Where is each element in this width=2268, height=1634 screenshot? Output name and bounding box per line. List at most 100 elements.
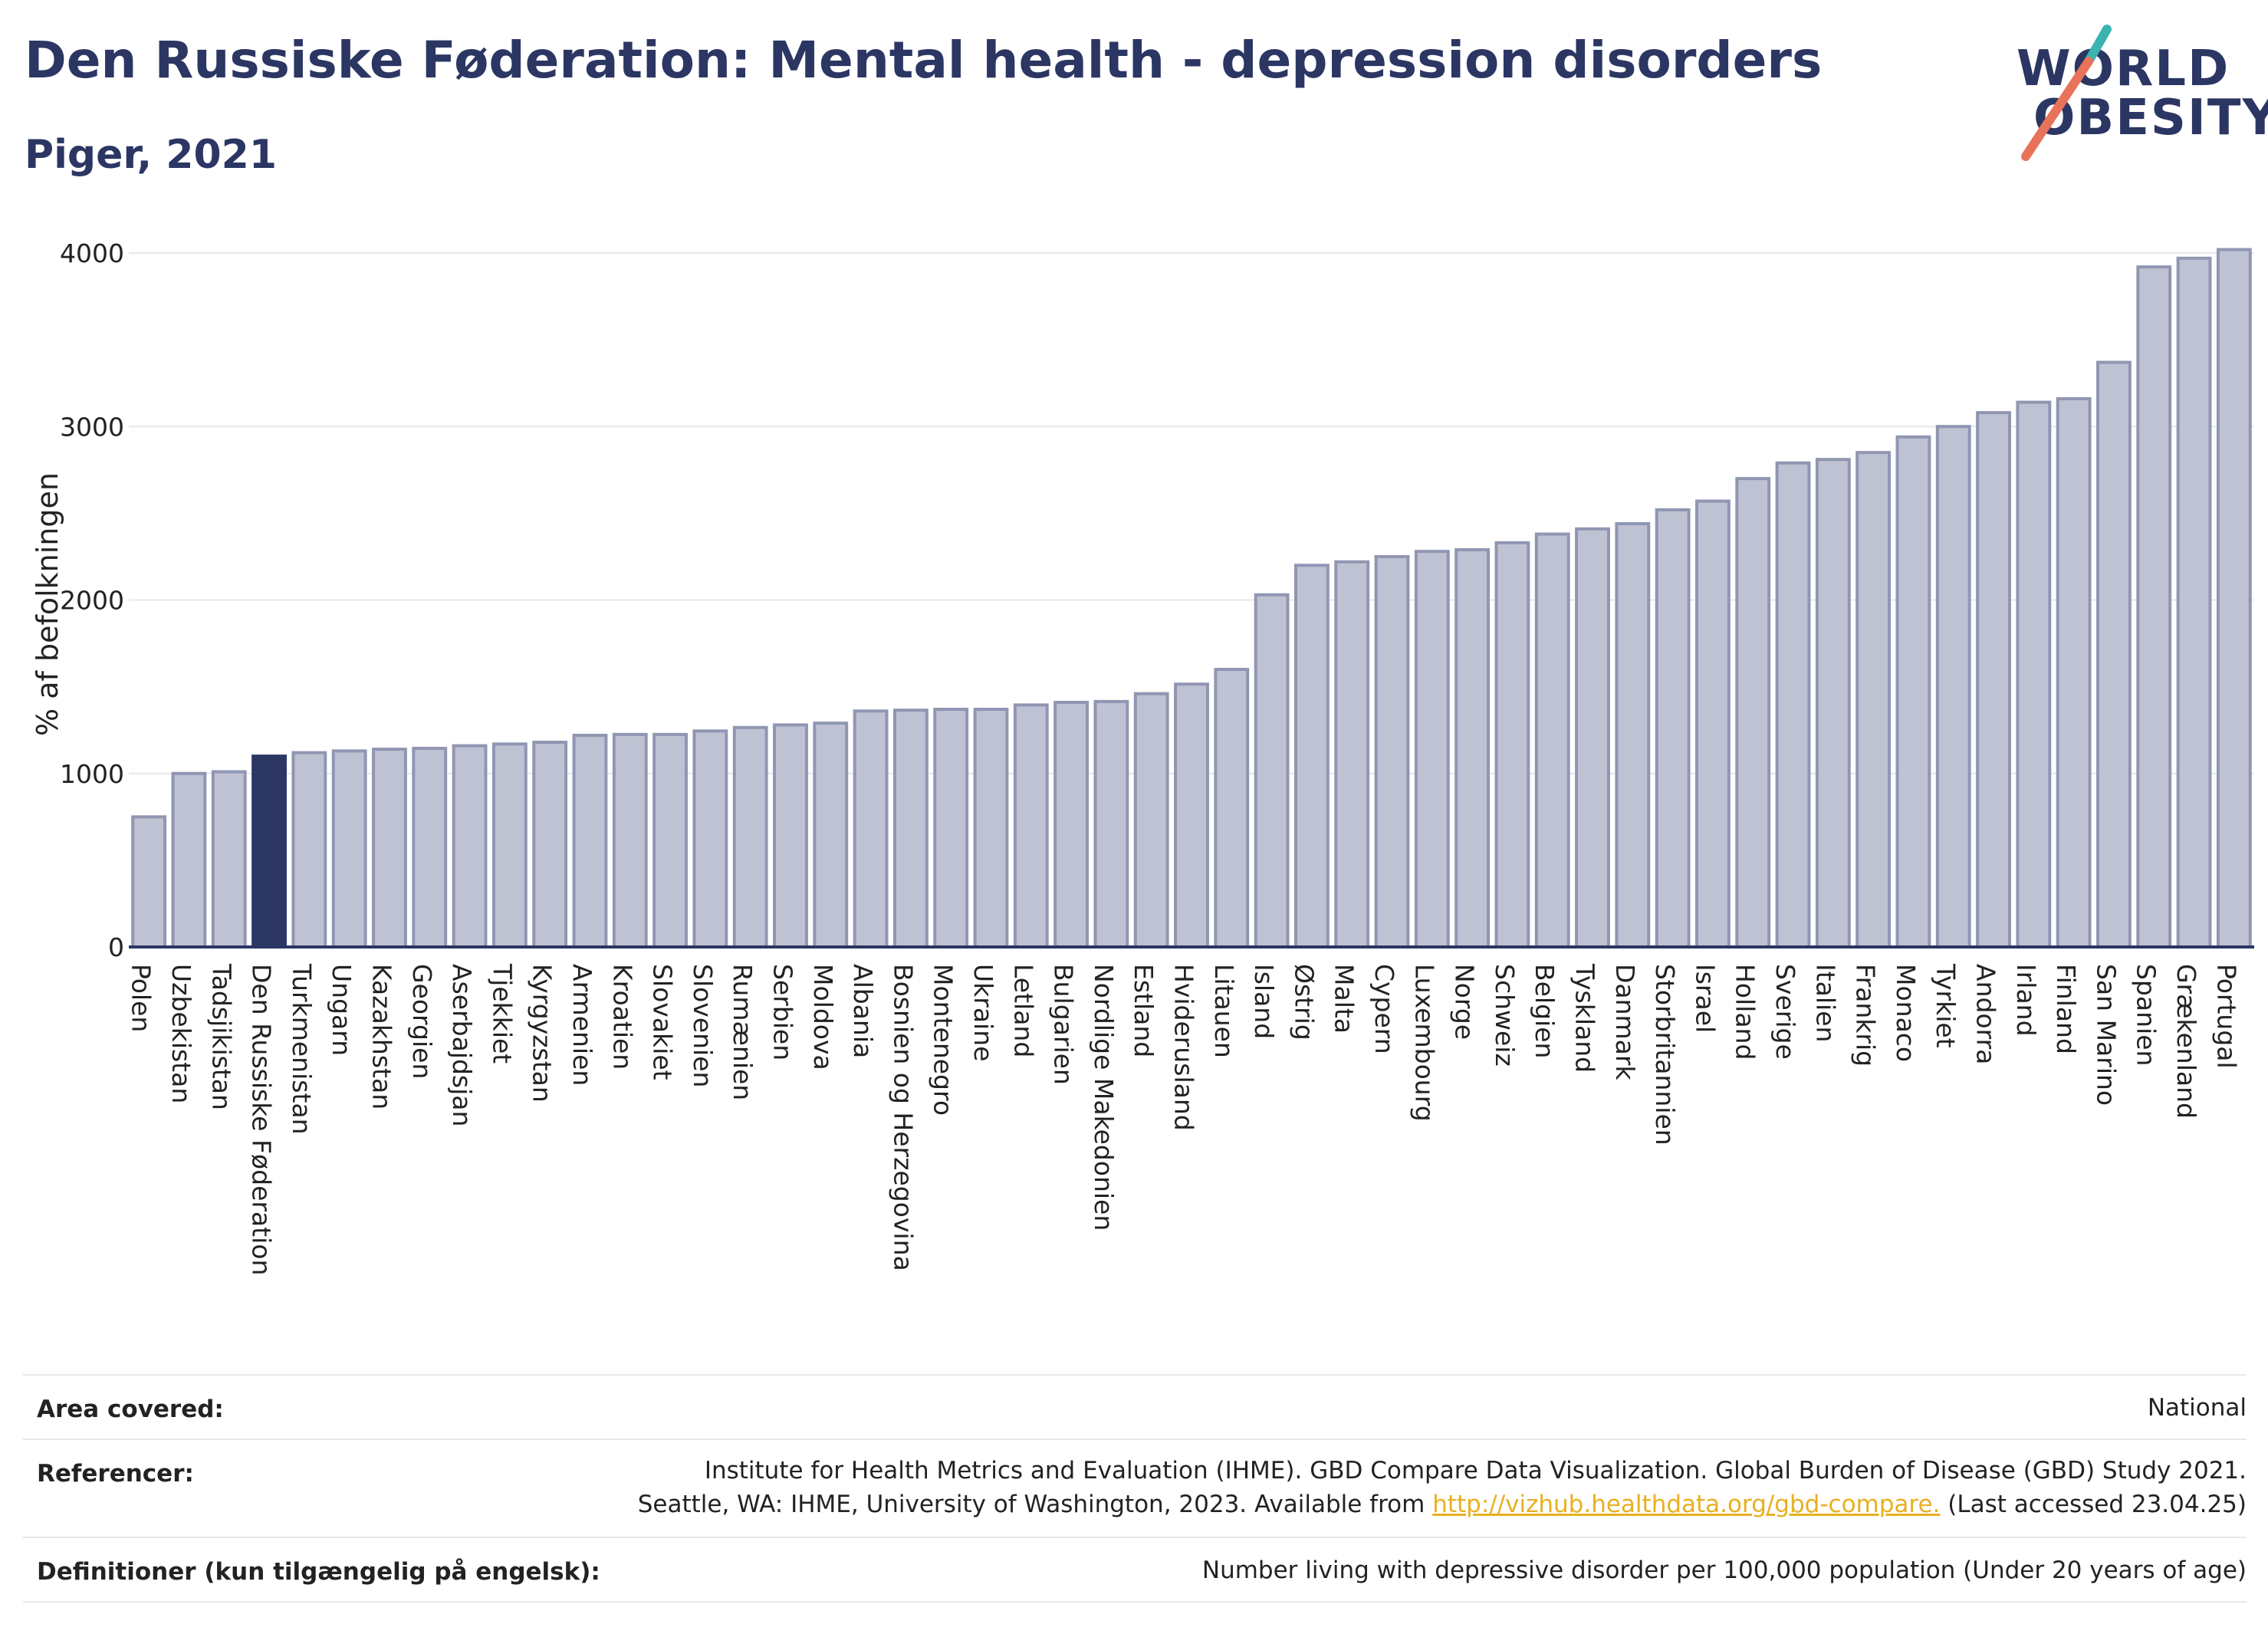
x-tick-label: Norge [1450,964,1480,1040]
definitions-value: Number living with depressive disorder p… [1201,1557,2247,1584]
x-tick-label: Litauen [1209,964,1239,1058]
bar [1855,451,1892,949]
bar [291,751,327,949]
x-tick-label: Estland [1129,964,1159,1057]
x-tick-label: Ungarn [327,964,357,1056]
bar [1534,532,1570,949]
x-tick-label: Tjekkiet [487,963,517,1064]
x-tick-label: Grækenland [2171,964,2201,1119]
bar [1133,692,1169,949]
bar [1214,668,1250,949]
bar [1735,477,1771,949]
x-tick-label: Sverige [1770,964,1800,1060]
x-tick-label: Belgien [1530,964,1560,1058]
bar [1615,521,1651,949]
bar [2016,400,2052,949]
logo-line1: WORLD [2017,41,2230,97]
bar [1053,700,1090,949]
logo-slash-icon [2021,25,2112,161]
bar [853,709,889,949]
x-tick-label: Israel [1690,964,1720,1033]
x-tick-label: Moldova [808,964,838,1070]
bar [532,741,568,949]
bar [933,708,969,949]
bar [692,729,728,949]
references-label: Referencer: [37,1460,194,1488]
x-tick-label: Tyrkiet [1931,963,1961,1048]
bar [1575,527,1610,949]
x-tick-label: Schweiz [1490,964,1520,1067]
x-tick-label: Bulgarien [1049,964,1079,1085]
y-tick-label: 4000 [60,238,124,268]
bar [211,770,247,949]
x-tick-label: Bosnien og Herzegovina [888,964,918,1271]
references-line-2: Seattle, WA: IHME, University of Washing… [638,1488,2247,1521]
x-tick-label: Polen [127,964,156,1032]
footer-row-definitions: Definitioner (kun tilgængelig på engelsk… [23,1537,2247,1603]
bar [1695,499,1731,949]
x-tick-label: Frankrig [1851,964,1881,1067]
references-line-2-text: Seattle, WA: IHME, University of Washing… [637,1491,1433,1518]
bar [1293,564,1330,949]
bar [2176,256,2212,949]
bar [1093,699,1129,949]
x-tick-label: Østrig [1289,964,1319,1041]
x-tick-label: Albania [848,964,878,1058]
x-tick-label: Luxembourg [1409,964,1439,1122]
bar [652,732,688,949]
definitions-label: Definitioner (kun tilgængelig på engelsk… [37,1558,600,1586]
references-value: Institute for Health Metrics and Evaluat… [638,1454,2247,1521]
x-tick-label: Montenegro [929,964,958,1116]
x-tick-label: Hviderusland [1169,964,1199,1131]
bar-chart: 0 1000 2000 3000 4000 Polen Uzbekistan Tadsjiki… [60,238,2254,1275]
x-tick-label: Portugal [2211,964,2241,1069]
x-tick-label: Kyrgyzstan [528,964,557,1103]
bar [412,746,448,949]
x-tick-label: San Marino [2091,964,2121,1106]
bar [2216,248,2252,949]
x-tick-label: Kazakhstan [366,964,396,1110]
chart-title: Den Russiske Føderation: Mental health -… [25,31,1823,90]
bar [2136,265,2172,949]
bar [1013,703,1049,949]
bar [1254,593,1290,949]
x-tick-label: Turkmenistan [287,963,317,1135]
bar [612,732,648,949]
footer-bottom-rule [23,1601,2247,1603]
bar [1935,425,1971,949]
bar [1414,550,1450,949]
bar [1374,554,1410,949]
references-last-accessed: (Last accessed 23.04.25) [1940,1491,2247,1518]
bar [572,733,608,949]
bar [372,748,407,949]
bar [773,723,808,949]
gbd-compare-link[interactable]: http://vizhub.healthdata.org/gbd-compare… [1432,1491,1941,1518]
x-tick-label: Holland [1731,964,1760,1060]
bar [171,771,207,949]
bar [892,709,929,949]
bar [491,742,528,949]
bar [331,749,367,949]
bar [452,744,488,949]
x-tick-label: Rumænien [728,964,758,1100]
bar [813,722,849,949]
x-tick-label: Danmark [1610,964,1640,1080]
x-tick-label: Cypern [1369,964,1399,1054]
area-covered-value: National [2147,1394,2247,1422]
x-tick-label: Kroatien [607,964,637,1070]
x-tick-label: Finland [2051,964,2081,1054]
x-tick-label: Serbien [768,964,797,1060]
references-line-1: Institute for Health Metrics and Evaluat… [704,1457,2247,1484]
bar [1815,458,1851,949]
bar [973,708,1009,949]
x-tick-label: Irland [2011,964,2041,1037]
y-tick-label: 1000 [60,759,124,789]
x-tick-label: Andorra [1971,964,2001,1064]
bar [1494,541,1530,949]
x-tick-label: Letland [1008,964,1038,1057]
bar [131,815,167,949]
area-covered-label: Area covered: [37,1396,224,1423]
x-tick-label: Italien [1810,964,1840,1042]
x-tick-label: Slovenien [688,964,718,1087]
logo-line2: OBESITY [2033,90,2268,146]
